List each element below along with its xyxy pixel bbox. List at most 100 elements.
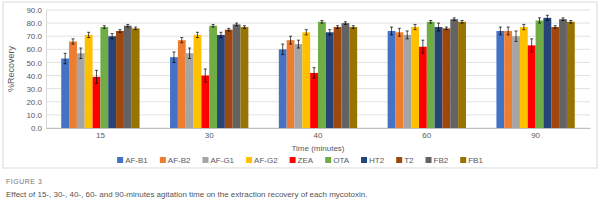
legend-swatch [202, 157, 208, 163]
error-bar-cap [406, 38, 409, 39]
bar [85, 35, 93, 128]
error-bar-stem [244, 26, 245, 29]
error-bar-cap [64, 53, 67, 54]
error-bar-stem [80, 48, 81, 58]
error-bar [445, 27, 448, 30]
error-bar-stem [516, 31, 517, 41]
series [124, 18, 567, 128]
error-bar-stem [314, 68, 315, 78]
legend-item: AF-B1 [117, 156, 148, 165]
legend-swatch [426, 157, 432, 163]
y-tick-label: 50.0 [26, 59, 42, 68]
series [69, 27, 512, 128]
error-bar [522, 24, 525, 29]
bar [411, 27, 419, 128]
bar [520, 27, 528, 128]
error-bar [188, 48, 191, 58]
error-bar-cap [289, 36, 292, 37]
legend-swatch [460, 157, 466, 163]
error-bar-cap [281, 44, 284, 45]
error-bar-stem [205, 69, 206, 82]
error-bar-stem [220, 32, 221, 37]
error-bar [172, 52, 175, 62]
bar [186, 53, 194, 128]
legend: AF-B1AF-B2AF-G1AF-G2ZEAOTAHT2T2FB2FB1 [117, 156, 483, 165]
bar [116, 31, 124, 128]
bar [100, 27, 108, 128]
error-bar-cap [398, 36, 401, 37]
error-bar-cap [118, 32, 121, 33]
error-bar-cap [344, 24, 347, 25]
error-bar-stem [523, 24, 524, 29]
error-bar-cap [530, 38, 533, 39]
error-bar-cap [336, 28, 339, 29]
error-bar-stem [399, 28, 400, 36]
bar [132, 28, 140, 128]
error-bar-cap [461, 20, 464, 21]
x-tick-label: 15 [96, 131, 105, 140]
legend-label: AF-G1 [210, 156, 234, 165]
error-bar-cap [87, 37, 90, 38]
error-bar-cap [71, 44, 74, 45]
error-bar [235, 23, 238, 26]
error-bar-cap [320, 23, 323, 24]
error-bar [196, 32, 199, 37]
error-bar-cap [204, 82, 207, 83]
error-bar-stem [96, 70, 97, 83]
error-bar-stem [345, 22, 346, 25]
bar [528, 45, 536, 128]
error-bar [562, 18, 565, 21]
error-bar [569, 20, 572, 23]
figure-label: FIGURE 3 [6, 178, 42, 185]
error-bar-stem [306, 30, 307, 35]
x-tick-label: 40 [314, 131, 323, 140]
error-bar-cap [352, 25, 355, 26]
y-tick-label: 90.0 [26, 6, 42, 15]
bar [326, 32, 334, 128]
error-bar [546, 15, 549, 20]
y-tick: 80.0 [26, 19, 46, 28]
error-bar [243, 26, 246, 29]
error-bar-cap [172, 62, 175, 63]
error-bar-stem [112, 34, 113, 39]
error-bar-cap [188, 48, 191, 49]
error-bar [554, 26, 557, 29]
error-bar-cap [390, 27, 393, 28]
error-bar-cap [172, 51, 175, 52]
x-tick-label: 30 [205, 131, 214, 140]
error-bar-cap [562, 17, 565, 18]
bar [536, 20, 544, 128]
error-bar-cap [87, 32, 90, 33]
legend-item: FB2 [426, 156, 449, 165]
error-bar-cap [429, 20, 432, 21]
error-bar-stem [438, 23, 439, 31]
error-bar [461, 20, 464, 23]
error-bar-cap [79, 48, 82, 49]
legend-item: HT2 [361, 156, 385, 165]
bar [77, 53, 85, 128]
error-bar-cap [126, 24, 129, 25]
legend-label: AF-B1 [125, 156, 148, 165]
error-bar-cap [390, 34, 393, 35]
error-bar-stem [570, 20, 571, 23]
y-tick-label: 20.0 [26, 98, 42, 107]
error-bar-stem [213, 24, 214, 27]
bar [419, 47, 427, 128]
error-bar-cap [453, 20, 456, 21]
error-bar-cap [522, 29, 525, 30]
error-bar-cap [328, 29, 331, 30]
error-bar [281, 44, 284, 54]
bar [559, 19, 567, 128]
error-bar-cap [445, 27, 448, 28]
error-bar-cap [538, 23, 541, 24]
error-bar [212, 24, 215, 27]
bar [512, 36, 520, 128]
y-tick-label: 70.0 [26, 32, 42, 41]
error-bar [453, 18, 456, 21]
error-bar-cap [546, 15, 549, 16]
bar [124, 26, 132, 128]
error-bar-cap [180, 37, 183, 38]
chart-frame [3, 2, 597, 168]
error-bar-stem [65, 53, 66, 63]
legend-label: FB2 [434, 156, 449, 165]
